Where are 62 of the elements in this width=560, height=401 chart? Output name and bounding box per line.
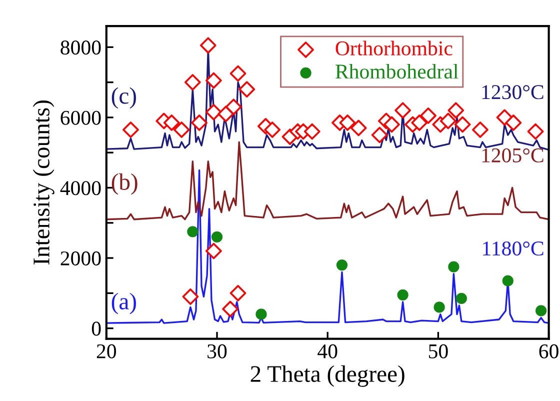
point (184, 74, 201, 90)
point (336, 259, 348, 271)
point (505, 114, 522, 131)
y-tick-label: 8000 (60, 40, 101, 55)
point (163, 114, 180, 131)
point (256, 308, 267, 320)
legend-label: Orthorhombic (336, 40, 452, 56)
point (448, 261, 460, 272)
point (350, 120, 367, 136)
line-series (106, 141, 549, 220)
annotation: (a) (112, 292, 136, 314)
point (434, 302, 445, 313)
point (472, 122, 488, 138)
point (394, 102, 411, 119)
series-label: 1205°C (482, 148, 544, 162)
point (187, 226, 198, 238)
y-axis-title: Intensity (counts) (32, 100, 54, 265)
point (411, 114, 428, 131)
point (191, 114, 208, 131)
annotation: (b) (112, 173, 138, 195)
point (182, 288, 199, 305)
x-tick-label: 60 (539, 344, 558, 358)
point (456, 292, 467, 304)
point (384, 116, 400, 133)
y-tick-label: 6000 (60, 110, 101, 125)
annotation: (c) (112, 87, 136, 109)
x-tick-label: 20 (96, 344, 116, 358)
x-tick-label: 40 (318, 344, 338, 358)
point (205, 72, 222, 89)
point (211, 231, 223, 242)
point (264, 122, 280, 138)
y-tick-label: 2000 (60, 251, 101, 266)
point (448, 102, 464, 119)
point (535, 305, 547, 316)
point (397, 289, 408, 300)
point (238, 81, 256, 98)
point (454, 116, 471, 133)
x-tick-label: 50 (428, 344, 448, 358)
line-series (106, 169, 549, 324)
point (205, 104, 222, 120)
point (420, 107, 436, 124)
legend-label: Rhombohedral (336, 64, 458, 79)
point (173, 122, 190, 138)
point (205, 242, 222, 260)
point (502, 275, 514, 286)
point (222, 300, 238, 318)
point (440, 112, 456, 130)
point (230, 65, 246, 82)
series-label: 1230°C (482, 85, 544, 100)
point (339, 114, 356, 131)
x-tick-label: 30 (208, 344, 227, 358)
x-axis-title: 2 Theta (degree) (250, 365, 404, 387)
point (200, 37, 216, 54)
point (527, 123, 544, 140)
point (371, 126, 388, 144)
y-tick-label: 4000 (60, 181, 101, 196)
y-tick-label: 0 (92, 322, 101, 336)
point (230, 284, 246, 302)
series-label: 1180°C (483, 241, 544, 256)
point (304, 123, 320, 140)
point (225, 98, 242, 116)
point (122, 122, 139, 138)
